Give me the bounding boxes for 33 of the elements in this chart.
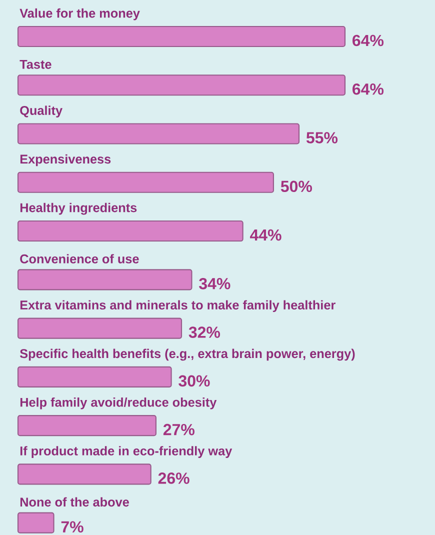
y-tick-label: Help family avoid/reduce obesity: [20, 397, 217, 410]
bar: [17, 464, 152, 485]
y-tick-label: Extra vitamins and minerals to make family healthier: [20, 300, 336, 312]
y-tick-label: If product made in eco-friendly way: [20, 446, 232, 458]
bar: [17, 123, 300, 144]
bar: [17, 318, 182, 339]
data-label: 34%: [199, 278, 230, 290]
data-label: 32%: [188, 326, 220, 338]
data-label: 26%: [158, 472, 190, 484]
bar: [17, 415, 156, 436]
data-label: 64%: [352, 34, 384, 46]
y-tick-label: Taste: [20, 60, 52, 69]
data-label: 30%: [178, 375, 210, 387]
data-label: 7%: [61, 521, 84, 532]
y-tick-label: Value for the money: [20, 8, 140, 20]
bar: [17, 366, 172, 388]
y-tick-label: Convenience of use: [20, 254, 139, 264]
y-tick-label: Expensiveness: [20, 154, 111, 166]
data-label: 64%: [352, 83, 384, 95]
bar: [17, 172, 274, 193]
bar: [17, 512, 54, 534]
data-label: 55%: [306, 132, 338, 144]
bar: [17, 269, 192, 290]
y-tick-label: Specific health benefits (e.g., extra brain power, energy): [20, 348, 355, 361]
bar: [17, 220, 244, 242]
bar: [17, 74, 346, 96]
y-tick-label: None of the above: [20, 497, 129, 507]
y-tick-label: Quality: [20, 106, 62, 118]
data-label: 50%: [280, 180, 312, 192]
data-label: 44%: [250, 229, 282, 241]
y-tick-label: Healthy ingredients: [20, 202, 137, 215]
bar: [17, 26, 346, 48]
data-label: 27%: [163, 424, 194, 436]
